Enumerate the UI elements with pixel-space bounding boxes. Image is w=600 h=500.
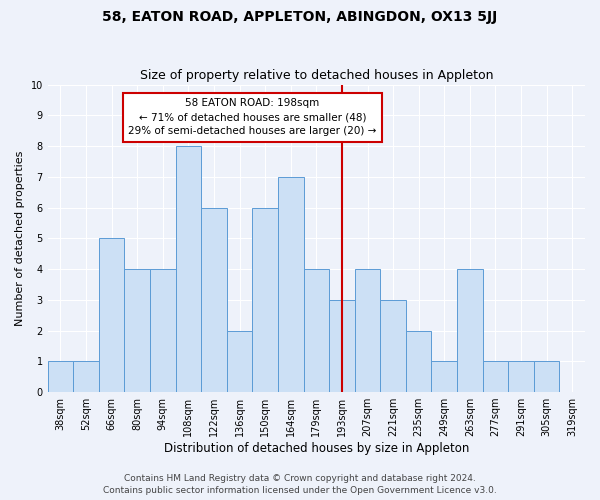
Bar: [380, 300, 406, 392]
Bar: [534, 362, 559, 392]
Bar: [227, 330, 253, 392]
Bar: [482, 362, 508, 392]
Bar: [278, 177, 304, 392]
Bar: [304, 269, 329, 392]
Bar: [431, 362, 457, 392]
Bar: [150, 269, 176, 392]
Bar: [124, 269, 150, 392]
Bar: [329, 300, 355, 392]
Bar: [99, 238, 124, 392]
Title: Size of property relative to detached houses in Appleton: Size of property relative to detached ho…: [140, 69, 493, 82]
Bar: [508, 362, 534, 392]
Bar: [201, 208, 227, 392]
Bar: [457, 269, 482, 392]
Bar: [176, 146, 201, 392]
Bar: [253, 208, 278, 392]
Text: 58, EATON ROAD, APPLETON, ABINGDON, OX13 5JJ: 58, EATON ROAD, APPLETON, ABINGDON, OX13…: [103, 10, 497, 24]
Bar: [73, 362, 99, 392]
X-axis label: Distribution of detached houses by size in Appleton: Distribution of detached houses by size …: [164, 442, 469, 455]
Bar: [355, 269, 380, 392]
Y-axis label: Number of detached properties: Number of detached properties: [15, 150, 25, 326]
Bar: [406, 330, 431, 392]
Bar: [47, 362, 73, 392]
Text: Contains HM Land Registry data © Crown copyright and database right 2024.
Contai: Contains HM Land Registry data © Crown c…: [103, 474, 497, 495]
Text: 58 EATON ROAD: 198sqm
← 71% of detached houses are smaller (48)
29% of semi-deta: 58 EATON ROAD: 198sqm ← 71% of detached …: [128, 98, 377, 136]
